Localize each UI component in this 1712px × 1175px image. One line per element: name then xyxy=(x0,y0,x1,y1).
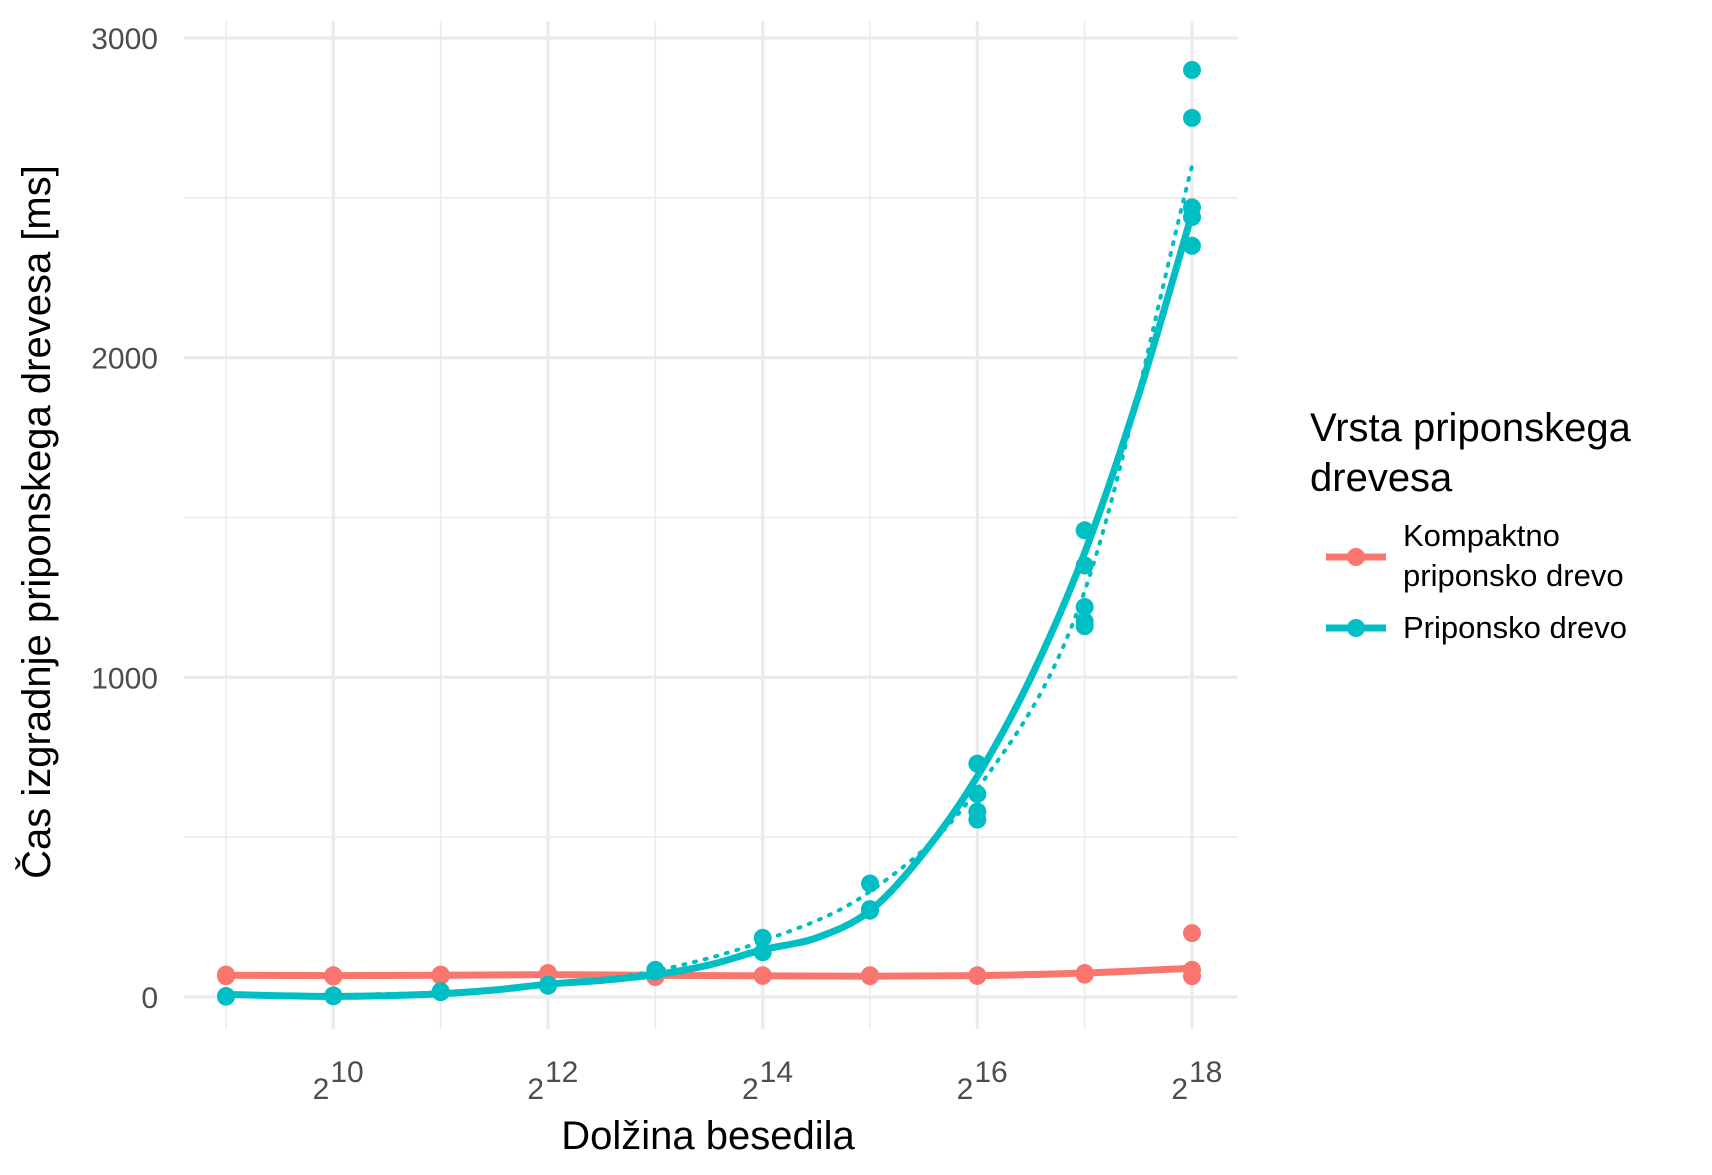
data-point xyxy=(861,874,879,893)
legend-title-line-2: drevesa xyxy=(1310,456,1453,500)
x-tick-label: 218 xyxy=(1171,1056,1222,1106)
legend-key-priponsko xyxy=(1326,619,1386,637)
y-tick-label: 1000 xyxy=(91,662,158,695)
series-kompaktno-priponsko-drevo xyxy=(217,924,1201,987)
legend-key-dot xyxy=(1347,548,1365,566)
y-tick-label: 3000 xyxy=(91,23,158,56)
x-tick-exponent: 12 xyxy=(545,1056,578,1089)
data-point xyxy=(1183,108,1201,127)
y-axis-ticks: 0 1000 2000 3000 xyxy=(91,23,158,1015)
x-axis-title: Dolžina besedila xyxy=(561,1114,855,1158)
x-tick-base: 2 xyxy=(527,1073,544,1106)
legend-label-kompaktno-line-1: Kompaktno xyxy=(1403,518,1560,553)
x-tick-exponent: 18 xyxy=(1189,1056,1222,1089)
y-axis-title: Čas izgradnje priponskega drevesa [ms] xyxy=(14,165,59,879)
data-point xyxy=(753,928,772,947)
legend-key-dot xyxy=(1347,619,1365,637)
data-point xyxy=(1075,617,1094,636)
data-series xyxy=(217,60,1201,1006)
legend-label-priponsko: Priponsko drevo xyxy=(1403,610,1627,645)
y-tick-label: 2000 xyxy=(91,343,158,376)
x-tick-base: 2 xyxy=(957,1073,974,1106)
x-tick-base: 2 xyxy=(742,1073,759,1106)
x-tick-label: 210 xyxy=(313,1056,364,1106)
data-point xyxy=(968,810,987,829)
legend: Vrsta priponskega drevesa Kompaktno prip… xyxy=(1310,406,1632,645)
x-tick-base: 2 xyxy=(313,1073,330,1106)
legend-label-kompaktno-line-2: priponsko drevo xyxy=(1403,558,1624,593)
x-tick-exponent: 10 xyxy=(330,1056,363,1089)
smooth-line xyxy=(222,964,1196,980)
series-priponsko-drevo xyxy=(217,60,1201,1006)
plot-grid xyxy=(184,21,1238,1029)
legend-keys xyxy=(1326,548,1386,637)
x-tick-label: 214 xyxy=(742,1056,793,1106)
legend-key-kompaktno xyxy=(1326,548,1386,566)
legend-title-line-1: Vrsta priponskega xyxy=(1310,406,1632,450)
x-tick-exponent: 16 xyxy=(974,1056,1007,1089)
x-tick-label: 212 xyxy=(527,1056,578,1106)
data-point xyxy=(1183,60,1201,79)
smooth-line xyxy=(222,210,1196,1000)
x-tick-label: 216 xyxy=(957,1056,1008,1106)
data-point xyxy=(1183,924,1201,943)
x-tick-base: 2 xyxy=(1171,1073,1188,1106)
data-point xyxy=(1075,598,1094,617)
x-tick-exponent: 14 xyxy=(760,1056,793,1089)
y-tick-label: 0 xyxy=(141,982,158,1015)
